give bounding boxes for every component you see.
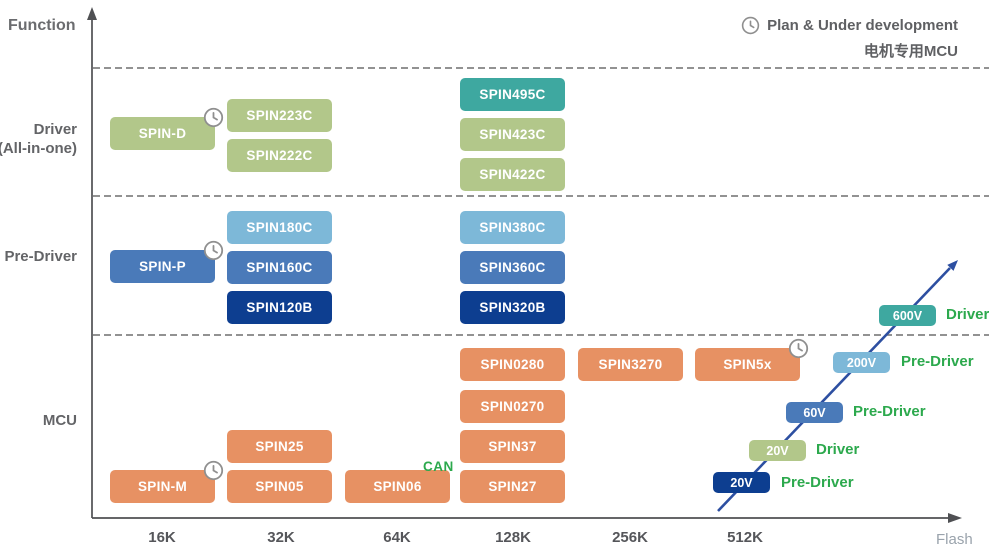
voltage-label-20v-driver: Driver <box>816 441 860 458</box>
function-axis-title: Function <box>8 17 76 34</box>
y-axis-arrowhead <box>87 7 97 20</box>
product-chip-spin120b: SPIN120B <box>227 291 332 324</box>
chip-label: SPIN-P <box>139 259 186 274</box>
product-chip-spin320b: SPIN320B <box>460 291 565 324</box>
product-chip-spin-p: SPIN-P <box>110 240 224 283</box>
voltage-trend-arrowhead <box>947 260 958 271</box>
legend-plan: Plan & Under development <box>741 16 958 35</box>
voltage-label-20v-predriver: Pre-Driver <box>781 474 854 491</box>
can-tag: CAN <box>423 459 454 474</box>
x-axis-arrowhead <box>948 513 962 523</box>
x-tick-64k: 64K <box>383 529 411 546</box>
chip-label: SPIN5x <box>723 357 772 372</box>
voltage-label-600v-driver: Driver <box>946 306 989 323</box>
clock-icon <box>203 240 224 261</box>
product-chip-spin380c: SPIN380C <box>460 211 565 244</box>
voltage-badge-60v-predriver: 60V <box>786 402 843 423</box>
legend-label: Plan & Under development <box>767 17 958 34</box>
product-chip-spin06: SPIN06 <box>345 470 450 503</box>
product-chip-spin37: SPIN37 <box>460 430 565 463</box>
x-axis-title: Flash <box>936 531 973 548</box>
product-chip-spin160c: SPIN160C <box>227 251 332 284</box>
voltage-badge-20v-driver: 20V <box>749 440 806 461</box>
clock-icon <box>203 107 224 128</box>
chip-label: SPIN-D <box>138 126 187 141</box>
product-chip-spin3270: SPIN3270 <box>578 348 683 381</box>
x-tick-128k: 128K <box>495 529 531 546</box>
product-chip-spin27: SPIN27 <box>460 470 565 503</box>
product-chip-spin0270: SPIN0270 <box>460 390 565 423</box>
product-chip-spin495c: SPIN495C <box>460 78 565 111</box>
voltage-badge-600v-driver: 600V <box>879 305 936 326</box>
legend-sub-label: 电机专用MCU <box>863 43 958 60</box>
product-chip-spin0280: SPIN0280 <box>460 348 565 381</box>
product-chip-spin360c: SPIN360C <box>460 251 565 284</box>
product-chip-spin222c: SPIN222C <box>227 139 332 172</box>
product-chip-spin223c: SPIN223C <box>227 99 332 132</box>
product-chip-spin-d: SPIN-D <box>110 107 224 150</box>
row-label-mcu: MCU <box>42 412 77 429</box>
voltage-badge-200v-predriver: 200V <box>833 352 890 373</box>
x-tick-512k: 512K <box>727 529 763 546</box>
product-chip-spin180c: SPIN180C <box>227 211 332 244</box>
product-chip-spin-m: SPIN-M <box>110 460 224 503</box>
voltage-badge-20v-predriver: 20V <box>713 472 770 493</box>
clock-icon <box>203 460 224 481</box>
row-label-driver-line2: (All-in-one) <box>0 140 77 157</box>
row-label-driver-line1: Driver <box>33 121 77 138</box>
product-chip-spin05: SPIN05 <box>227 470 332 503</box>
x-tick-32k: 32K <box>267 529 295 546</box>
x-tick-256k: 256K <box>612 529 648 546</box>
clock-icon <box>788 338 809 359</box>
row-label-driver: Driver (All-in-one) <box>0 120 77 158</box>
product-chip-spin25: SPIN25 <box>227 430 332 463</box>
voltage-label-200v-predriver: Pre-Driver <box>901 353 974 370</box>
chip-label: SPIN-M <box>137 479 188 494</box>
clock-icon <box>741 16 760 35</box>
voltage-label-60v-predriver: Pre-Driver <box>853 403 926 420</box>
product-chip-spin423c: SPIN423C <box>460 118 565 151</box>
product-chip-spin422c: SPIN422C <box>460 158 565 191</box>
row-label-pre-driver: Pre-Driver <box>4 248 77 265</box>
product-chip-spin5x: SPIN5x <box>695 338 809 381</box>
x-tick-16k: 16K <box>148 529 176 546</box>
